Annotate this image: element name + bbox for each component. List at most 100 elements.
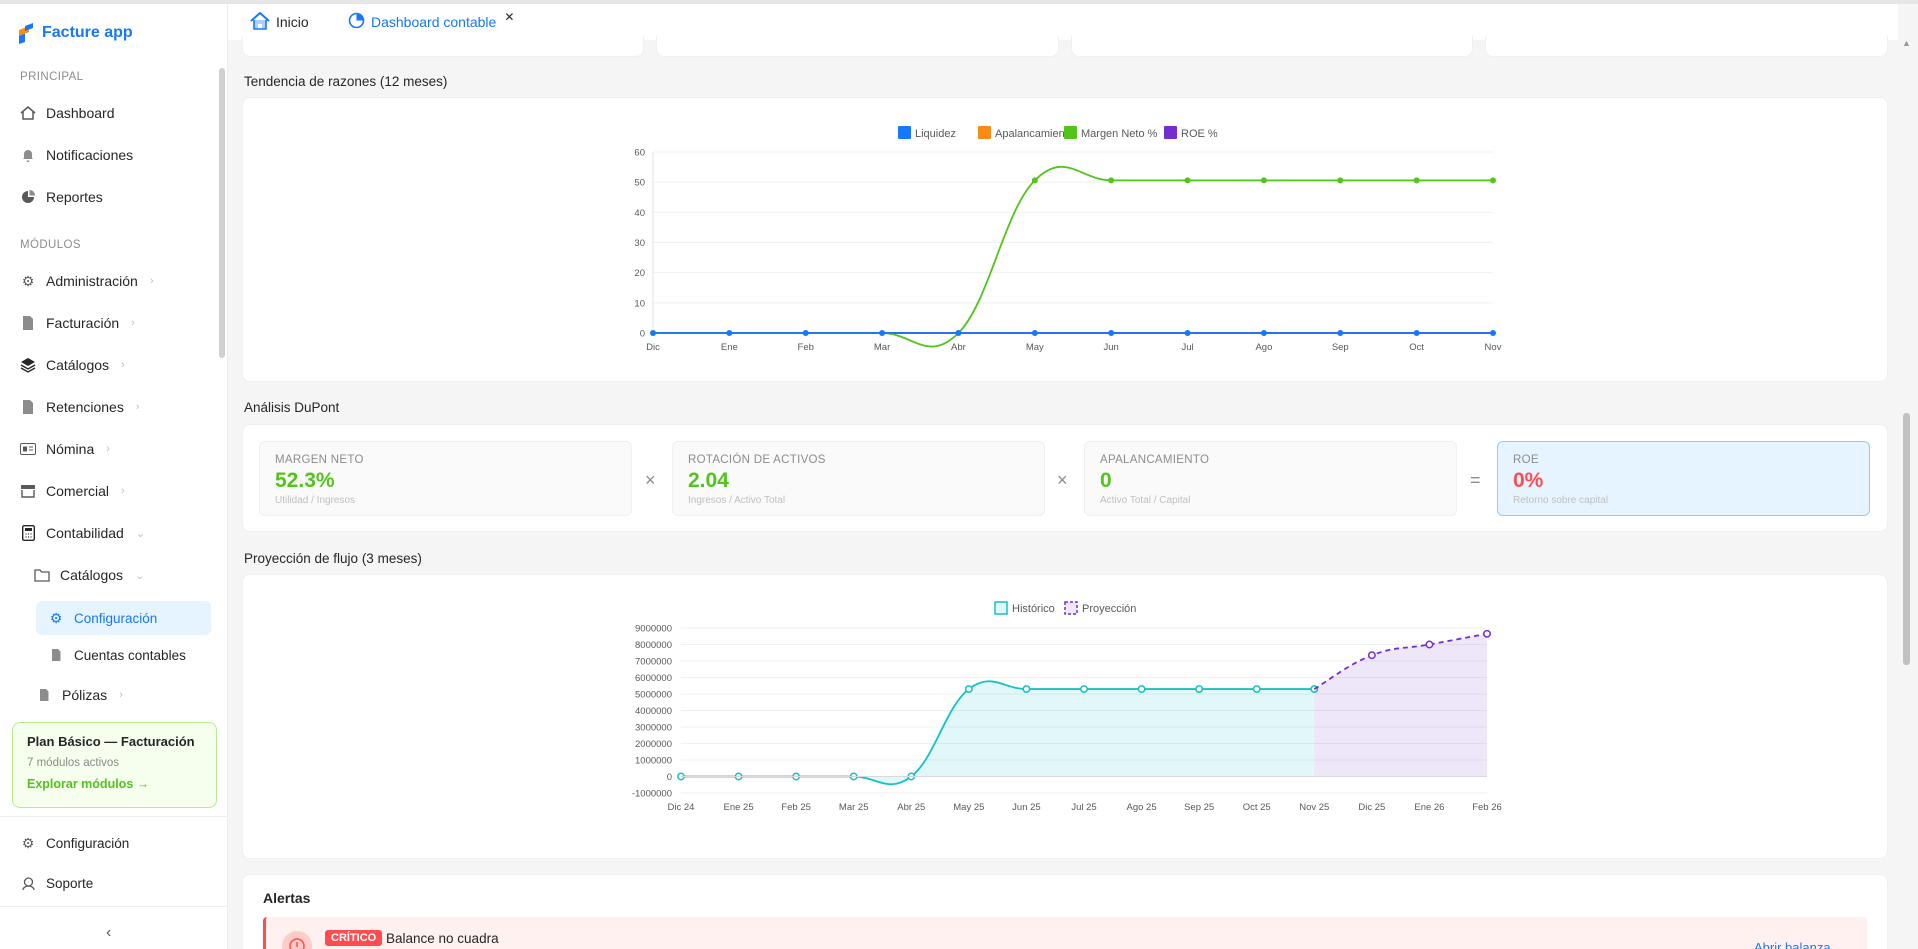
open-balance-link[interactable]: Abrir balanza	[1754, 940, 1831, 949]
sidebar-item-reportes[interactable]: Reportes	[20, 186, 103, 208]
sidebar-subitem-cuentas-contables[interactable]: Cuentas contables	[48, 644, 186, 666]
kpi-subtitle: Retorno sobre capital	[1513, 495, 1609, 506]
x-tick-label: Nov	[1485, 342, 1502, 353]
sidebar-item-configuracion[interactable]: ⚙ Configuración	[20, 832, 130, 854]
data-point	[1413, 177, 1420, 184]
y-tick-label: 9000000	[635, 624, 672, 635]
y-tick-label: 5000000	[635, 690, 672, 701]
x-tick-label: May 25	[953, 802, 984, 813]
kpi-apalancamiento: APALANCAMIENTO 0 Activo Total / Capital	[1084, 441, 1457, 516]
sidebar-item-catalogos[interactable]: Catálogos ›	[20, 354, 125, 376]
x-tick-label: Dic	[646, 342, 660, 353]
sidebar-subitem-polizas[interactable]: Pólizas ›	[36, 684, 123, 706]
x-tick-label: Dic 25	[1358, 802, 1385, 813]
y-tick-label: 30	[634, 238, 645, 249]
y-tick-label: 20	[634, 268, 645, 279]
projection-area-chart: Histórico Proyección -1000000 0 1000000 20000…	[632, 601, 1502, 813]
series-line	[653, 165, 1493, 348]
x-tick-label: Sep 25	[1184, 802, 1214, 813]
sidebar-item-retenciones[interactable]: Retenciones ›	[20, 396, 140, 418]
sidebar-divider	[0, 816, 228, 817]
kpi-value: 52.3%	[275, 469, 335, 492]
data-point	[1080, 685, 1088, 694]
sidebar-item-label: Pólizas	[62, 687, 108, 703]
explore-modules-link[interactable]: Explorar módulos →	[27, 777, 150, 791]
data-point	[650, 330, 656, 336]
tab-inicio[interactable]: Inicio	[250, 4, 309, 40]
y-tick-label: 6000000	[635, 673, 672, 684]
sidebar-item-label: Comercial	[46, 483, 110, 499]
summary-card	[242, 36, 644, 57]
calculator-icon	[20, 525, 36, 541]
x-tick-label: Jun 25	[1012, 802, 1041, 813]
alert-item	[263, 917, 1867, 949]
pie-icon	[20, 189, 36, 205]
data-point	[1108, 177, 1115, 184]
sidebar-active-highlight	[36, 601, 211, 635]
sidebar-item-label: Notificaciones	[46, 147, 134, 163]
chevron-right-icon: ›	[106, 443, 110, 455]
multiply-operator: ×	[1057, 470, 1068, 490]
sidebar-divider	[0, 906, 228, 907]
app-logo[interactable]: Facture app	[16, 22, 133, 44]
sidebar-item-soporte[interactable]: Soporte	[20, 872, 93, 894]
tab-dashboard-contable[interactable]: Dashboard contable ✕	[348, 4, 514, 40]
sidebar-item-comercial[interactable]: Comercial ›	[20, 480, 125, 502]
top-strip	[0, 0, 1918, 4]
y-tick-label: 4000000	[635, 706, 672, 717]
data-point	[1184, 330, 1191, 336]
sidebar-item-nomina[interactable]: Nómina ›	[20, 438, 110, 460]
y-tick-label: 2000000	[635, 739, 672, 750]
sidebar-subitem-catalogos[interactable]: Catálogos ⌄	[34, 564, 144, 586]
legend-label: ROE %	[1181, 128, 1218, 140]
chevron-right-icon: ›	[149, 275, 154, 287]
x-tick-label: Jul 25	[1071, 802, 1096, 813]
sidebar-item-notificaciones[interactable]: Notificaciones	[20, 144, 133, 166]
sidebar-subitem-configuracion[interactable]: ⚙ Configuración	[48, 607, 158, 629]
y-tick-label: 40	[634, 208, 645, 219]
data-point	[1337, 177, 1344, 184]
close-icon[interactable]: ✕	[504, 10, 515, 24]
section-title-dupont: Análisis DuPont	[244, 400, 340, 415]
x-tick-label: Ene 25	[724, 802, 754, 813]
main-scrollbar[interactable]	[1903, 413, 1910, 665]
sidebar-item-dashboard[interactable]: Dashboard	[20, 102, 115, 124]
data-point	[955, 330, 962, 336]
legend-swatch	[898, 126, 911, 139]
section-title-tendencia: Tendencia de razones (12 meses)	[244, 74, 448, 89]
tab-label: Dashboard contable	[371, 14, 497, 30]
x-tick-label: Mar	[874, 342, 890, 353]
data-point	[802, 330, 809, 336]
file-icon	[36, 687, 52, 703]
alert-title: Balance no cuadra	[386, 931, 499, 946]
sidebar-item-facturacion[interactable]: Facturación ›	[20, 312, 135, 334]
sidebar-item-label: Facturación	[46, 315, 120, 331]
kpi-rotacion-activos: ROTACIÓN DE ACTIVOS 2.04 Ingresos / Acti…	[672, 441, 1045, 516]
legend-swatch	[1164, 126, 1177, 139]
y-tick-label: 3000000	[635, 723, 672, 734]
legend-label: Apalancamiento	[995, 128, 1074, 140]
projection-chart-card: Histórico Proyección -1000000 0 1000000 20000…	[242, 574, 1888, 859]
collapse-sidebar-icon[interactable]: ‹	[106, 924, 112, 941]
plan-card: Plan Básico — Facturación 7 módulos acti…	[12, 722, 217, 808]
home-icon	[20, 105, 36, 121]
x-tick-label: Feb 26	[1472, 802, 1502, 813]
sidebar-item-contabilidad[interactable]: Contabilidad ⌄	[20, 522, 145, 544]
sidebar-item-label: Administración	[46, 273, 138, 289]
home-icon	[250, 11, 270, 33]
data-point	[1260, 330, 1267, 336]
kpi-subtitle: Activo Total / Capital	[1100, 495, 1191, 506]
x-tick-label: Mar 25	[839, 802, 869, 813]
kpi-margen-neto: MARGEN NETO 52.3% Utilidad / Ingresos	[259, 441, 632, 516]
data-point	[726, 330, 733, 336]
scroll-up-icon[interactable]: ▲	[1902, 38, 1911, 48]
data-point	[964, 685, 973, 694]
sidebar-item-administracion[interactable]: ⚙ Administración ›	[20, 270, 154, 292]
sidebar-scrollbar[interactable]	[219, 68, 225, 358]
sidebar-item-label: Retenciones	[46, 399, 124, 415]
chevron-down-icon: ⌄	[135, 527, 146, 540]
data-point	[1184, 177, 1191, 184]
shop-icon	[20, 483, 36, 499]
file-icon	[20, 399, 36, 415]
chevron-right-icon: ›	[131, 317, 135, 329]
